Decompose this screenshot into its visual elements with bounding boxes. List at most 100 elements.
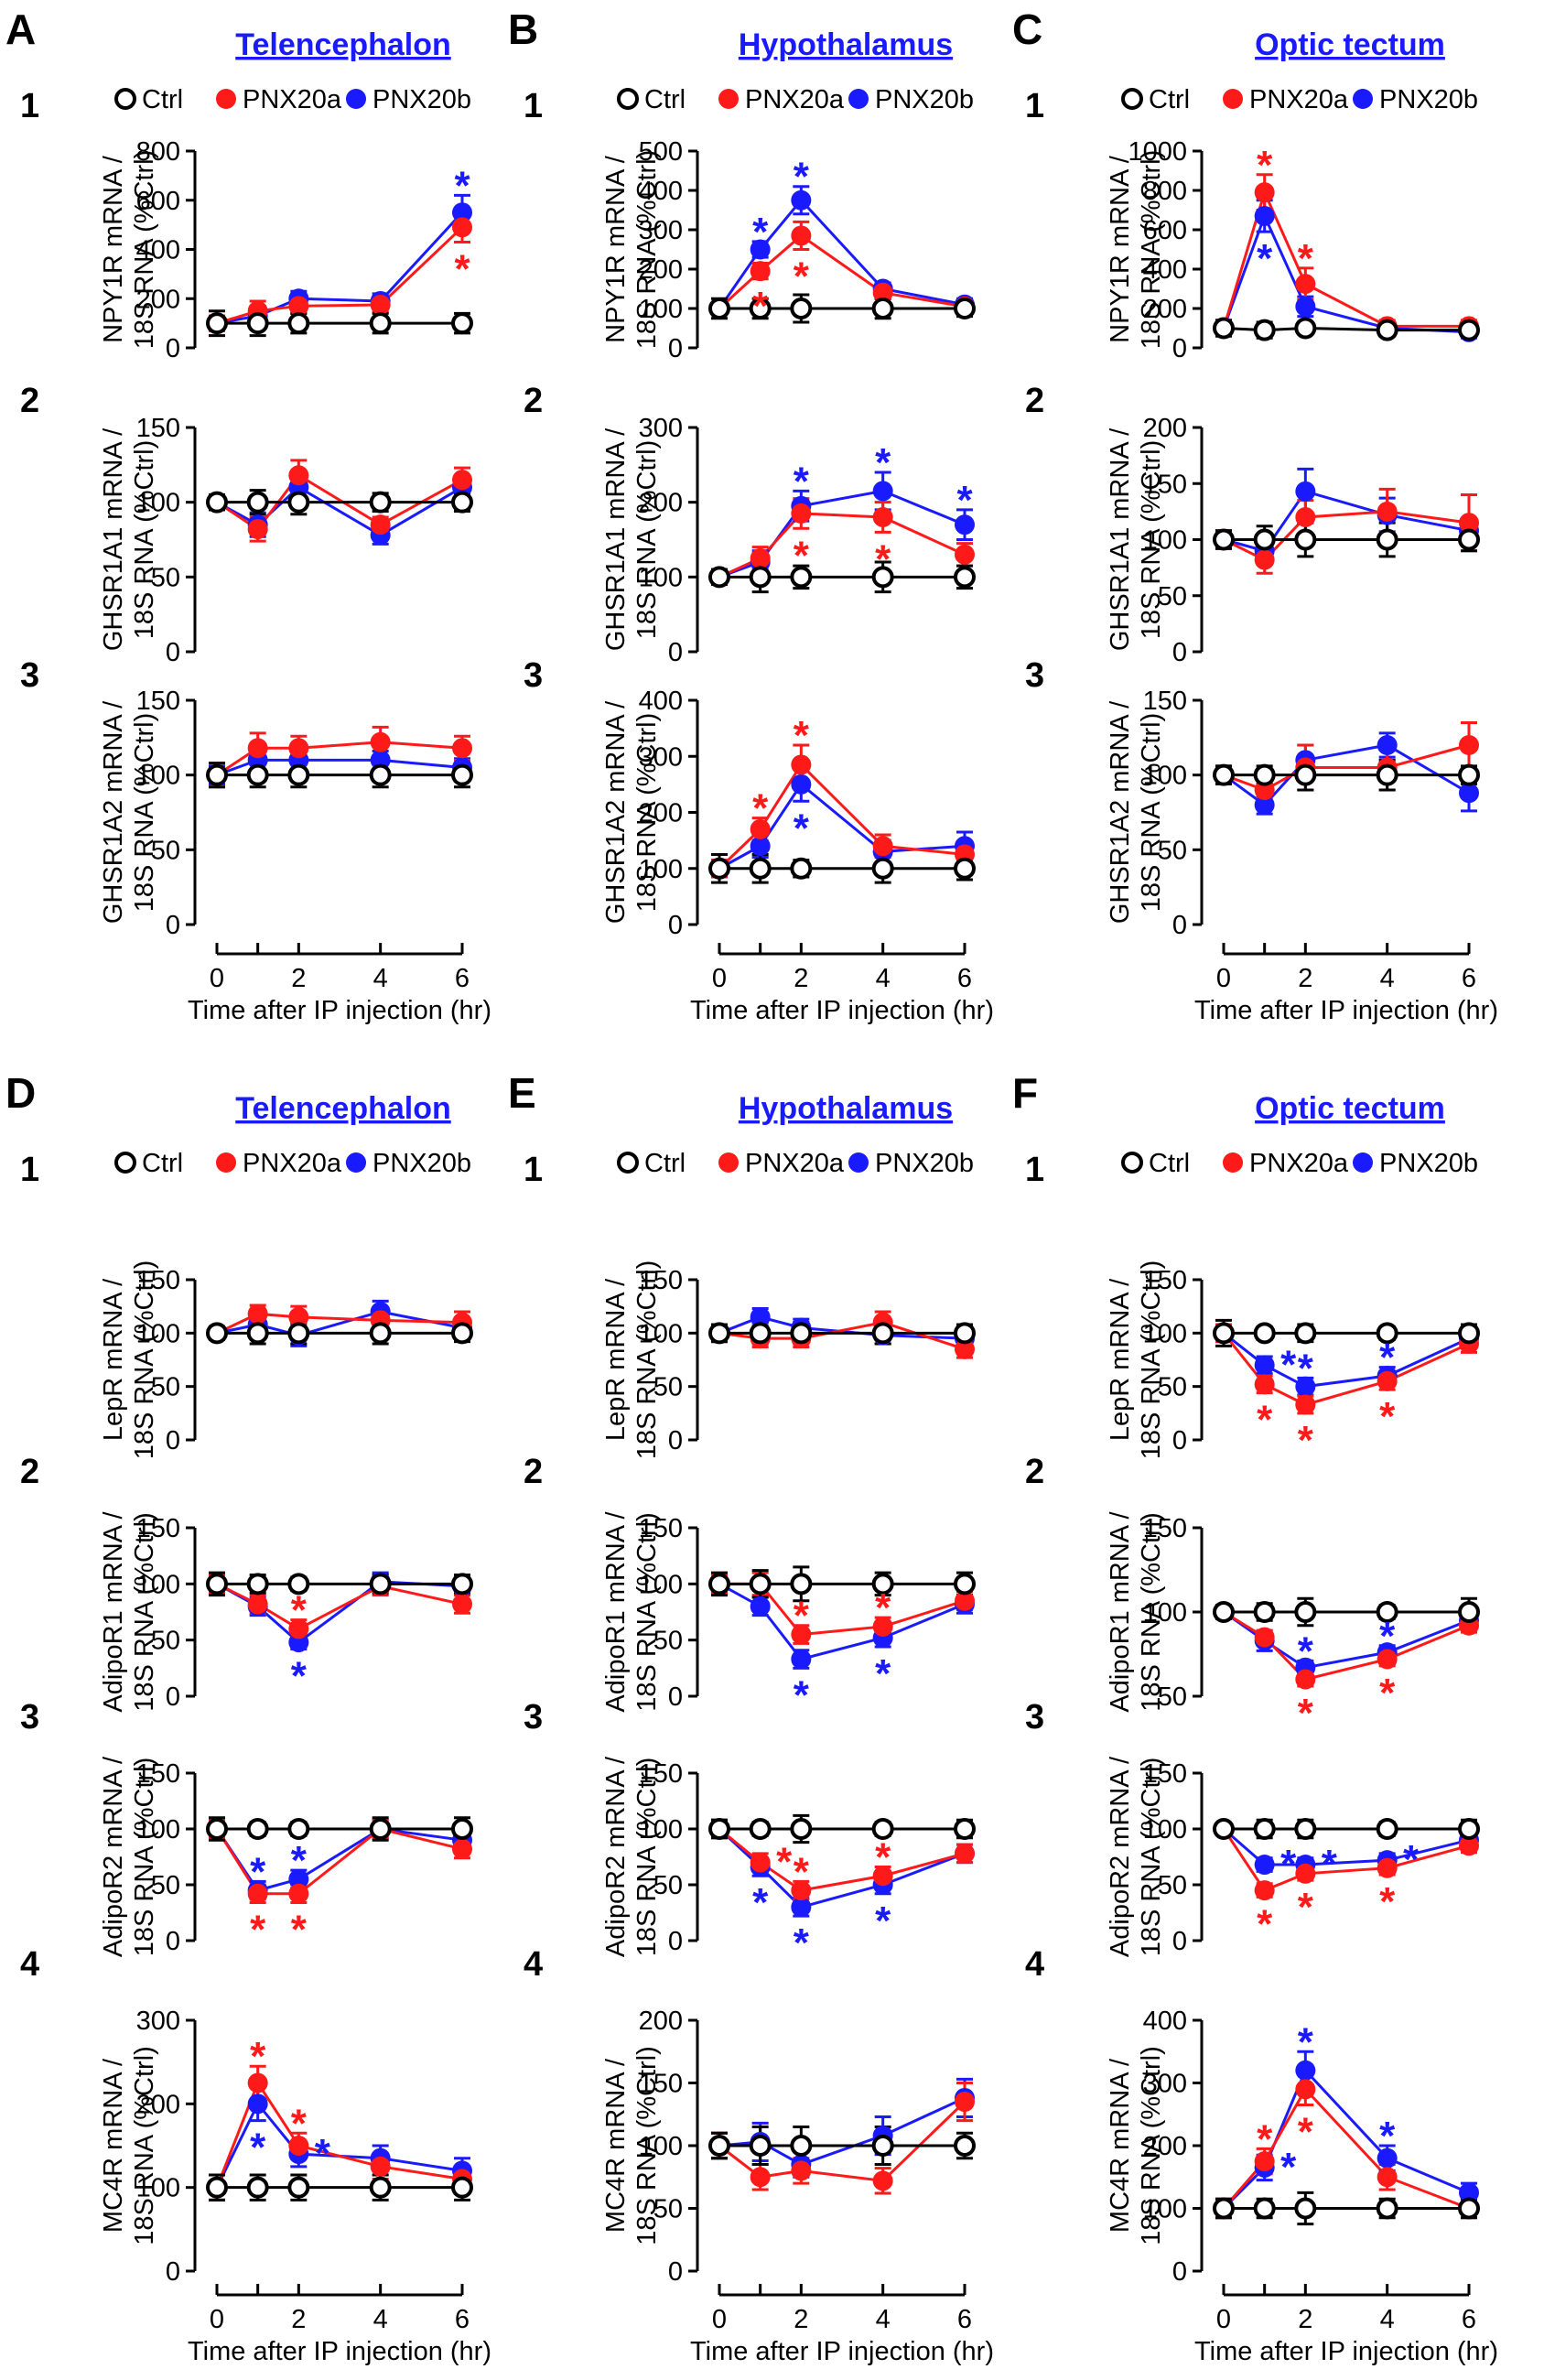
data-point-ctrl [954,1573,976,1596]
significance-star: * [1298,236,1314,281]
legend-label-pnx20a: PNX20a [1249,1149,1349,1178]
data-point-ctrl [287,312,310,335]
x-tick-label: 6 [957,964,972,993]
data-point-ctrl [369,1573,392,1596]
significance-star: * [776,1840,793,1885]
data-point-ctrl [1213,1601,1235,1623]
x-axis-d: 0 2 4 6 Time after IP injection (hr) [188,2284,491,2366]
data-point-pnx20a [1254,1374,1275,1395]
row-number: 1 [1025,87,1044,125]
y-tick-label: 400 [1143,2007,1187,2036]
data-point-pnx20a [1459,513,1479,534]
row-number: 3 [1025,656,1044,695]
data-point-pnx20a [288,738,309,759]
legend: Ctrl PNX20a PNX20b [114,1149,471,1178]
row-number: 1 [20,87,39,125]
data-point-pnx20a [1295,1863,1316,1884]
data-point-pnx20a [791,1880,812,1901]
x-tick-label: 0 [210,964,224,993]
data-point-pnx20a [955,1338,975,1359]
significance-star: * [1298,2019,1314,2064]
y-axis-title: AdipoR1 mRNA /18S RNA (%Ctrl) [99,1510,159,1712]
significance-star: * [291,1588,308,1633]
data-point-ctrl [246,491,269,514]
y-axis-title: GHSR1A1 mRNA /18S RNA (%Ctrl) [99,427,159,651]
y-tick-label: 0 [166,638,180,667]
data-point-ctrl [1458,763,1480,786]
data-point-pnx20b [955,514,975,536]
data-point-pnx20a [791,503,812,524]
region-title: Telencephalon [235,27,451,62]
y-axis-title-line: GHSR1A1 mRNA / [99,427,128,651]
significance-star: * [250,2034,266,2079]
y-tick-label: 0 [668,334,683,363]
data-point-ctrl [287,763,310,786]
significance-star: * [1298,1691,1314,1736]
y-tick-label: 100 [136,1570,180,1599]
significance-star: * [250,2126,266,2170]
y-axis-title-line: NPY1R mRNA / [1106,155,1135,343]
legend-label-pnx20a: PNX20a [745,1149,845,1178]
legend-marker-pnx20b [1353,1152,1373,1173]
x-tick-label: 4 [1380,964,1395,993]
data-point-pnx20a [1295,1669,1316,1690]
y-tick-label: 150 [136,1759,180,1789]
data-point-ctrl [287,1322,310,1345]
data-point-ctrl [708,1818,730,1840]
y-tick-label: 150 [1143,1266,1187,1295]
data-point-ctrl [871,1322,894,1345]
y-tick-label: 0 [166,1927,180,1956]
y-axis-title-line: LepR mRNA / [1106,1278,1135,1441]
y-axis-title: GHSR1A2 mRNA /18S RNA (%Ctrl) [601,700,662,924]
data-point-ctrl [369,1818,392,1840]
y-tick-label: 50 [1158,836,1187,865]
y-axis-title-line: 18S RNA (%Ctrl) [130,2046,159,2245]
panel-letter-d: D [5,1069,36,1117]
significance-star: * [752,210,769,254]
legend-marker-pnx20a [1223,1152,1243,1173]
y-tick-label: 600 [136,187,180,216]
legend-label-ctrl: Ctrl [644,85,686,114]
y-tick-label: 0 [1172,1426,1187,1455]
y-tick-label: 0 [668,638,683,667]
chart-e4: 4 0 50 100 150 200 MC4R mRNA /18S RNA (%Ctrl) [524,1945,976,2287]
data-point-ctrl [1376,1601,1398,1623]
y-tick-label: 200 [1143,414,1187,443]
y-tick-label: 500 [639,137,683,167]
row-number: 3 [1025,1698,1044,1736]
significance-star: * [1298,2109,1314,2154]
legend-label-pnx20a: PNX20a [1249,85,1349,114]
y-tick-label: 0 [1172,2257,1187,2287]
data-point-pnx20a [791,225,812,246]
significance-star: * [1257,1901,1273,1946]
data-point-ctrl [708,2135,730,2157]
x-tick-label: 0 [210,2305,224,2334]
y-axis-title-line: GHSR1A2 mRNA / [601,700,631,924]
y-tick-label: 0 [166,334,180,363]
significance-star: * [315,2131,331,2176]
data-point-pnx20b [452,202,472,223]
y-tick-label: 200 [1143,2132,1187,2161]
data-point-ctrl [1294,528,1317,551]
data-point-pnx20a [288,465,309,486]
row-number: 1 [524,87,543,125]
data-point-ctrl [749,1573,772,1596]
y-axis-title-line: AdipoR2 mRNA / [1106,1756,1135,1957]
data-point-ctrl [749,1818,772,1840]
y-axis-title-line: 18S RNA (%Ctrl) [632,2046,662,2245]
x-axis-title: Time after IP injection (hr) [1194,2337,1498,2366]
y-axis-title: AdipoR2 mRNA /18S RNA (%Ctrl) [601,1756,662,1957]
data-point-ctrl [749,2135,772,2157]
data-point-ctrl [871,1818,894,1840]
y-tick-label: 150 [136,1266,180,1295]
data-point-ctrl [287,1818,310,1840]
data-point-pnx20a [791,1624,812,1645]
y-axis-title-line: NPY1R mRNA / [601,155,631,343]
y-tick-label: 0 [668,1426,683,1455]
data-point-ctrl [1458,319,1480,341]
y-tick-label: 50 [151,836,180,865]
data-point-pnx20b [1254,795,1275,816]
